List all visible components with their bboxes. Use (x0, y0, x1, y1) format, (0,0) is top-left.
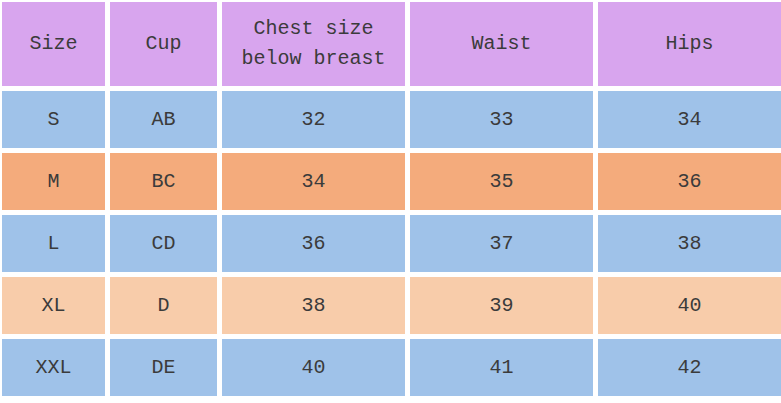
header-cell-hips: Hips (598, 2, 781, 86)
cell-chest-s: 32 (222, 91, 405, 148)
cell-chest-m: 34 (222, 153, 405, 210)
cell-hips-xl: 40 (598, 277, 781, 334)
size-chart-table: Size Cup Chest size below breast Waist H… (0, 0, 781, 403)
cell-chest-l: 36 (222, 215, 405, 272)
cell-waist-m: 35 (410, 153, 593, 210)
cell-hips-l: 38 (598, 215, 781, 272)
cell-cup-xxl: DE (110, 339, 217, 396)
cell-chest-xxl: 40 (222, 339, 405, 396)
header-cell-cup: Cup (110, 2, 217, 86)
cell-waist-xl: 39 (410, 277, 593, 334)
cell-size-m: M (2, 153, 105, 210)
cell-chest-xl: 38 (222, 277, 405, 334)
header-cell-waist: Waist (410, 2, 593, 86)
cell-hips-s: 34 (598, 91, 781, 148)
cell-cup-m: BC (110, 153, 217, 210)
cell-hips-xxl: 42 (598, 339, 781, 396)
cell-cup-s: AB (110, 91, 217, 148)
cell-size-xl: XL (2, 277, 105, 334)
cell-waist-xxl: 41 (410, 339, 593, 396)
cell-waist-l: 37 (410, 215, 593, 272)
cell-waist-s: 33 (410, 91, 593, 148)
cell-cup-xl: D (110, 277, 217, 334)
cell-size-s: S (2, 91, 105, 148)
cell-hips-m: 36 (598, 153, 781, 210)
header-cell-chest: Chest size below breast (222, 2, 405, 86)
cell-cup-l: CD (110, 215, 217, 272)
cell-size-xxl: XXL (2, 339, 105, 396)
cell-size-l: L (2, 215, 105, 272)
header-cell-size: Size (2, 2, 105, 86)
